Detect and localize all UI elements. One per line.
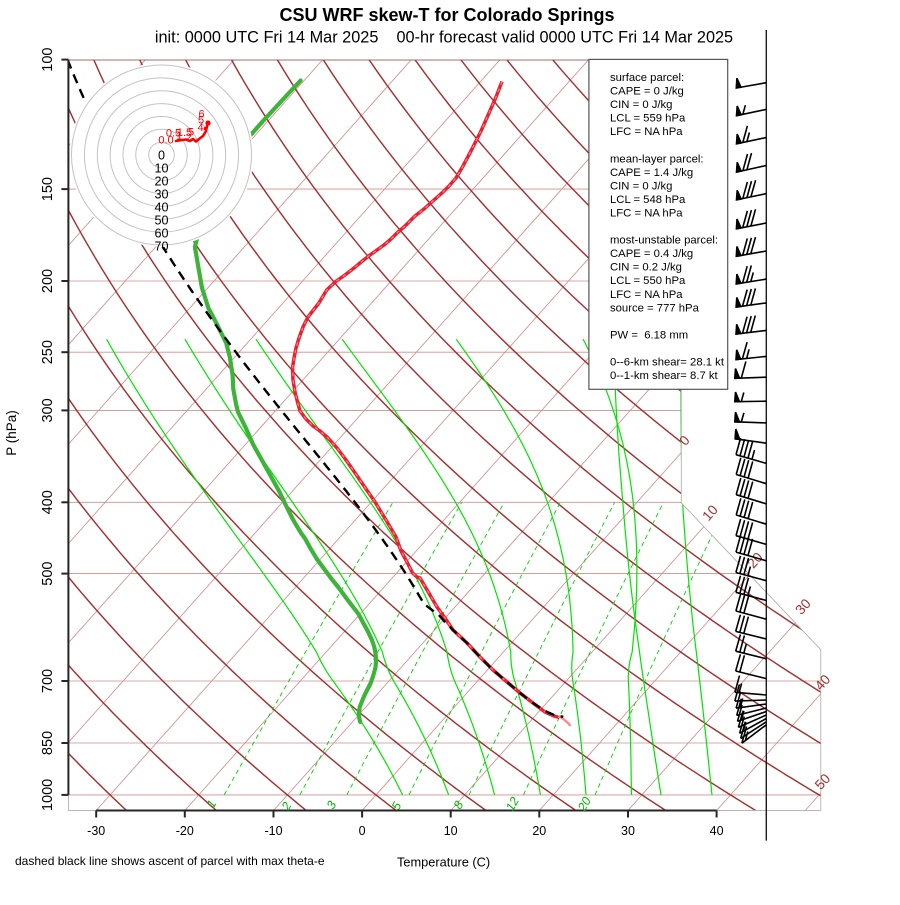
- svg-text:Temperature (C): Temperature (C): [397, 855, 490, 870]
- svg-text:50: 50: [154, 214, 168, 228]
- svg-text:30: 30: [154, 188, 168, 202]
- svg-text:LCL = 550 hPa: LCL = 550 hPa: [610, 275, 686, 287]
- svg-text:0--6-km shear= 28.1 kt: 0--6-km shear= 28.1 kt: [610, 357, 725, 369]
- svg-text:LFC = NA hPa: LFC = NA hPa: [610, 289, 683, 301]
- svg-text:init: 0000 UTC Fri 14 Mar 2025: init: 0000 UTC Fri 14 Mar 2025 00-hr for…: [155, 29, 733, 47]
- svg-text:CAPE = 1.4 J/kg: CAPE = 1.4 J/kg: [610, 167, 693, 179]
- svg-text:LCL = 559 hPa: LCL = 559 hPa: [610, 113, 686, 125]
- svg-text:PW = 6.18 mm: PW = 6.18 mm: [610, 329, 688, 341]
- svg-text:CAPE = 0 J/kg: CAPE = 0 J/kg: [610, 86, 684, 98]
- svg-text:400: 400: [40, 490, 56, 514]
- svg-text:850: 850: [40, 731, 56, 755]
- svg-text:most-unstable parcel:: most-unstable parcel:: [610, 235, 718, 247]
- svg-text:1000: 1000: [40, 779, 56, 811]
- svg-text:300: 300: [40, 398, 56, 422]
- svg-text:-10: -10: [264, 824, 282, 838]
- svg-text:CIN = 0 J/kg: CIN = 0 J/kg: [610, 180, 672, 192]
- svg-text:40: 40: [710, 824, 724, 838]
- svg-text:20: 20: [532, 824, 546, 838]
- svg-text:500: 500: [40, 561, 56, 585]
- svg-text:0: 0: [359, 824, 366, 838]
- svg-text:0: 0: [158, 149, 165, 163]
- svg-text:10: 10: [154, 162, 168, 176]
- svg-text:200: 200: [40, 269, 56, 293]
- svg-text:LFC = NA hPa: LFC = NA hPa: [610, 208, 683, 220]
- svg-text:CIN = 0 J/kg: CIN = 0 J/kg: [610, 99, 672, 111]
- svg-text:70: 70: [154, 240, 168, 254]
- svg-text:-20: -20: [176, 824, 194, 838]
- svg-text:30: 30: [621, 824, 635, 838]
- svg-text:LCL = 548 hPa: LCL = 548 hPa: [610, 194, 686, 206]
- svg-text:CSU WRF skew-T for Colorado Sp: CSU WRF skew-T for Colorado Springs: [279, 5, 614, 25]
- svg-text:150: 150: [40, 177, 56, 201]
- svg-text:5: 5: [188, 127, 194, 139]
- svg-text:20: 20: [154, 175, 168, 189]
- svg-text:40: 40: [154, 201, 168, 215]
- svg-text:source = 777 hPa: source = 777 hPa: [610, 302, 700, 314]
- svg-text:0--1-km shear= 8.7 kt: 0--1-km shear= 8.7 kt: [610, 370, 719, 382]
- svg-text:700: 700: [40, 669, 56, 693]
- svg-text:P (hPa): P (hPa): [4, 410, 19, 456]
- svg-text:dashed black line shows ascent: dashed black line shows ascent of parcel…: [15, 854, 325, 868]
- svg-text:CIN = 0.2 J/kg: CIN = 0.2 J/kg: [610, 262, 682, 274]
- svg-text:10: 10: [444, 824, 458, 838]
- svg-text:6: 6: [198, 109, 204, 121]
- svg-text:surface parcel:: surface parcel:: [610, 72, 684, 84]
- svg-text:100: 100: [40, 47, 56, 71]
- svg-text:LFC = NA hPa: LFC = NA hPa: [610, 126, 683, 138]
- svg-text:250: 250: [40, 340, 56, 364]
- svg-text:-30: -30: [87, 824, 105, 838]
- svg-text:CAPE = 0.4 J/kg: CAPE = 0.4 J/kg: [610, 248, 693, 260]
- svg-text:mean-layer parcel:: mean-layer parcel:: [610, 153, 704, 165]
- svg-text:60: 60: [154, 227, 168, 241]
